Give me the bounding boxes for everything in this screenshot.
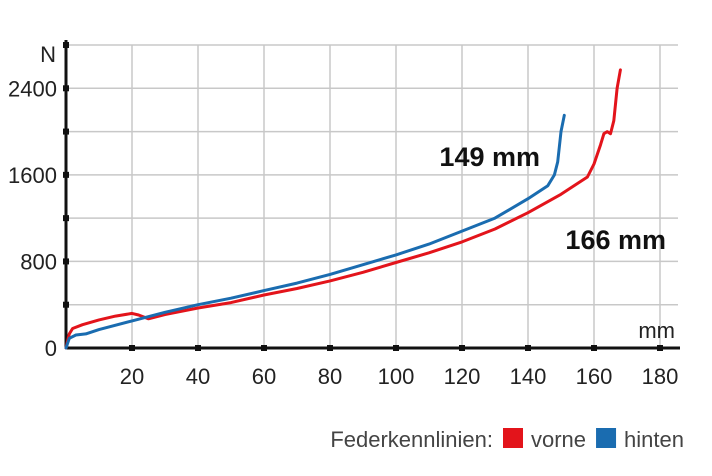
y-tick-mark	[63, 128, 69, 135]
x-tick-label: 160	[576, 364, 613, 389]
legend-title: Federkennlinien:	[330, 427, 493, 452]
y-axis-label: N	[40, 42, 56, 67]
y-tick-label: 800	[20, 249, 57, 274]
y-tick-mark	[63, 171, 69, 178]
series-line-vorne	[64, 68, 622, 350]
legend-label-vorne: vorne	[531, 427, 586, 452]
x-tick-label: 120	[444, 364, 481, 389]
y-tick-label: 2400	[8, 76, 57, 101]
x-tick-label: 20	[120, 364, 144, 389]
x-tick-label: 60	[252, 364, 276, 389]
annotation-hinten: 149 mm	[439, 142, 540, 172]
y-tick-mark	[63, 258, 69, 265]
x-tick-label: 100	[378, 364, 415, 389]
x-tick-label: 40	[186, 364, 210, 389]
y-tick-mark	[63, 301, 69, 308]
x-tick-mark	[459, 345, 465, 351]
annotation-vorne: 166 mm	[565, 225, 666, 255]
x-tick-mark	[393, 345, 399, 351]
y-tick-label: 1600	[8, 163, 57, 188]
y-tick-mark	[63, 85, 69, 92]
legend-swatch-hinten	[596, 428, 617, 448]
legend-label-hinten: hinten	[624, 427, 684, 452]
x-tick-label: 140	[510, 364, 547, 389]
x-tick-label: 180	[642, 364, 679, 389]
x-tick-mark	[591, 345, 597, 351]
x-tick-label: 80	[318, 364, 342, 389]
x-tick-mark	[327, 345, 333, 351]
x-tick-mark	[261, 345, 267, 351]
x-tick-mark	[657, 345, 663, 351]
y-tick-mark	[63, 215, 69, 222]
y-tick-label: 0	[45, 336, 57, 361]
x-tick-mark	[129, 345, 135, 351]
x-tick-mark	[525, 345, 531, 351]
y-tick-mark	[63, 42, 69, 48]
x-tick-mark	[195, 345, 201, 351]
x-axis-label: mm	[638, 318, 675, 343]
series-line-hinten	[64, 113, 566, 350]
legend-swatch-vorne	[503, 428, 523, 448]
